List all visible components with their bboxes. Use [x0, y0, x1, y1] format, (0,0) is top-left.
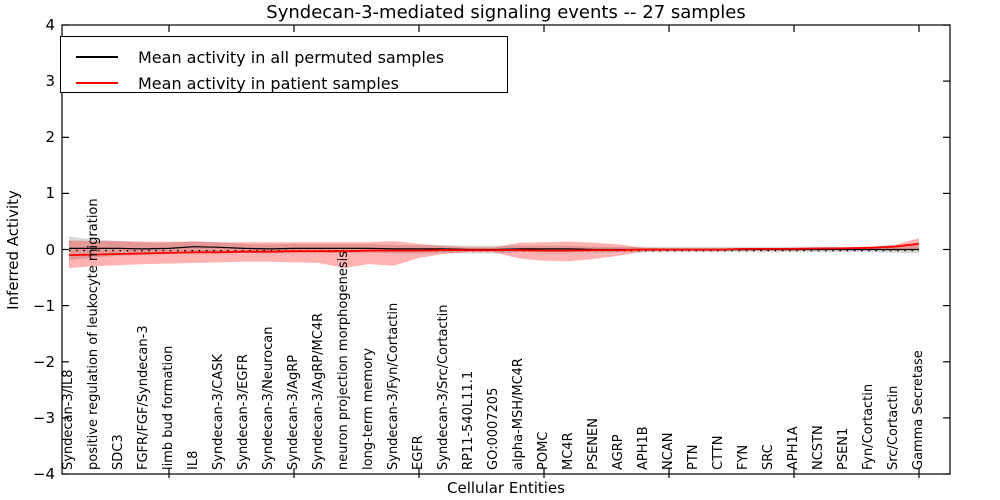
x-category-label: alpha-MSH/MC4R: [511, 358, 526, 470]
x-category-label: Syndecan-3/Neurocan: [261, 326, 276, 470]
x-category-label: Syndecan-3/Fyn/Cortactin: [386, 302, 401, 470]
y-tick-label: −3: [32, 408, 55, 427]
x-category-label: AGRP: [611, 434, 626, 470]
x-category-label: neuron projection morphogenesis: [336, 251, 351, 470]
legend-line-patient: [76, 82, 118, 84]
y-tick-label: −2: [32, 352, 55, 371]
x-category-label: PSEN1: [836, 427, 851, 470]
x-category-label: RP11-540L11.1: [461, 370, 476, 470]
x-category-label: SRC: [761, 444, 776, 470]
x-category-label: MC4R: [561, 432, 576, 470]
x-category-label: PSENEN: [586, 418, 601, 470]
x-category-label: CTTN: [711, 435, 726, 470]
x-category-label: Gamma Secretase: [911, 350, 926, 470]
x-category-label: long-term memory: [361, 347, 376, 470]
legend-item: Mean activity in all permuted samples: [61, 44, 507, 70]
x-category-label: FYN: [736, 444, 751, 470]
legend-item: Mean activity in patient samples: [61, 70, 507, 96]
x-category-label: Syndecan-3/AgRP/MC4R: [311, 312, 326, 470]
x-category-label: POMC: [536, 431, 551, 470]
legend: Mean activity in all permuted samples Me…: [60, 36, 508, 93]
legend-label: Mean activity in all permuted samples: [138, 47, 445, 67]
x-category-label: NCAN: [661, 432, 676, 470]
x-category-label: limb bud formation: [161, 345, 176, 470]
y-tick-label: 4: [45, 16, 55, 34]
y-tick-label: 1: [45, 184, 55, 203]
x-category-label: FGFR/FGF/Syndecan-3: [136, 325, 151, 470]
plot-title: Syndecan-3-mediated signaling events -- …: [266, 2, 746, 23]
x-category-label: GO:0007205: [486, 387, 501, 470]
x-category-label: APH1A: [786, 426, 801, 470]
legend-label: Mean activity in patient samples: [138, 73, 399, 93]
x-category-label: Syndecan-3/CASK: [211, 354, 226, 470]
x-category-label: APH1B: [636, 426, 651, 470]
x-category-label: Syndecan-3/EGFR: [236, 354, 251, 470]
x-category-label: Syndecan-3/AgRP: [286, 354, 301, 470]
x-category-label: Fyn/Cortactin: [861, 383, 876, 470]
x-category-label: Syndecan-3/IL8: [61, 369, 76, 470]
x-category-label: Syndecan-3/Src/Cortactin: [436, 304, 451, 470]
x-category-label: NCSTN: [811, 425, 826, 470]
y-tick-label: 3: [45, 72, 55, 91]
x-category-label: PTN: [686, 444, 701, 470]
x-category-label: EGFR: [411, 435, 426, 470]
y-tick-label: 0: [45, 240, 55, 259]
y-tick-label: 2: [45, 128, 55, 147]
x-category-label: IL8: [186, 450, 201, 470]
legend-line-permuted: [76, 56, 118, 58]
x-category-label: Src/Cortactin: [886, 385, 901, 470]
y-tick-label: −1: [32, 296, 55, 315]
x-category-label: positive regulation of leukocyte migrati…: [86, 198, 101, 470]
x-category-label: SDC3: [111, 434, 126, 470]
y-tick-label: −4: [32, 465, 55, 483]
x-axis-label: Cellular Entities: [447, 479, 565, 497]
